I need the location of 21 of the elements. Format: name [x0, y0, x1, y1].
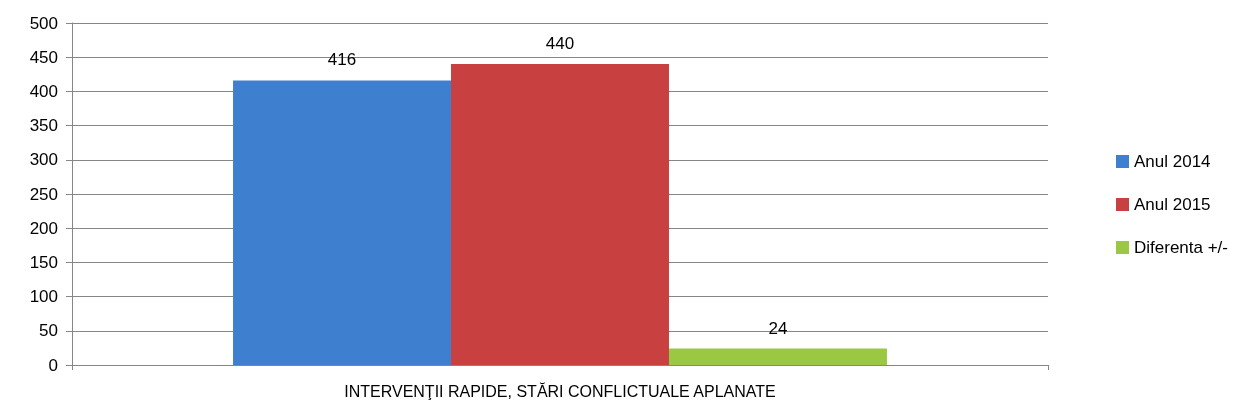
legend-label: Diferenta +/-: [1133, 238, 1228, 257]
data-label: 440: [545, 34, 575, 54]
bar: [233, 80, 452, 365]
y-tick-label: 150: [29, 252, 58, 272]
y-tick-label: 250: [29, 184, 58, 204]
y-tick-label: 300: [29, 150, 58, 170]
y-tick-label: 500: [29, 13, 58, 33]
bar: [451, 64, 669, 365]
y-tick-label: 100: [29, 287, 58, 307]
y-tick-label: 50: [39, 321, 58, 341]
y-tick-label: 400: [29, 81, 58, 101]
y-tick-label: 350: [29, 116, 58, 136]
y-tick-label: 200: [29, 218, 58, 238]
data-label: 24: [768, 318, 788, 338]
data-label: 416: [327, 50, 357, 70]
legend-label: Anul 2014: [1133, 152, 1211, 171]
y-tick-label: 0: [48, 355, 58, 375]
bar: [668, 348, 887, 365]
y-tick-label: 450: [29, 47, 58, 67]
x-tick-label: INTERVENŢII RAPIDE, STĂRI CONFLICTUALE APLANATE: [344, 381, 776, 400]
legend-label: Anul 2015: [1133, 195, 1211, 214]
